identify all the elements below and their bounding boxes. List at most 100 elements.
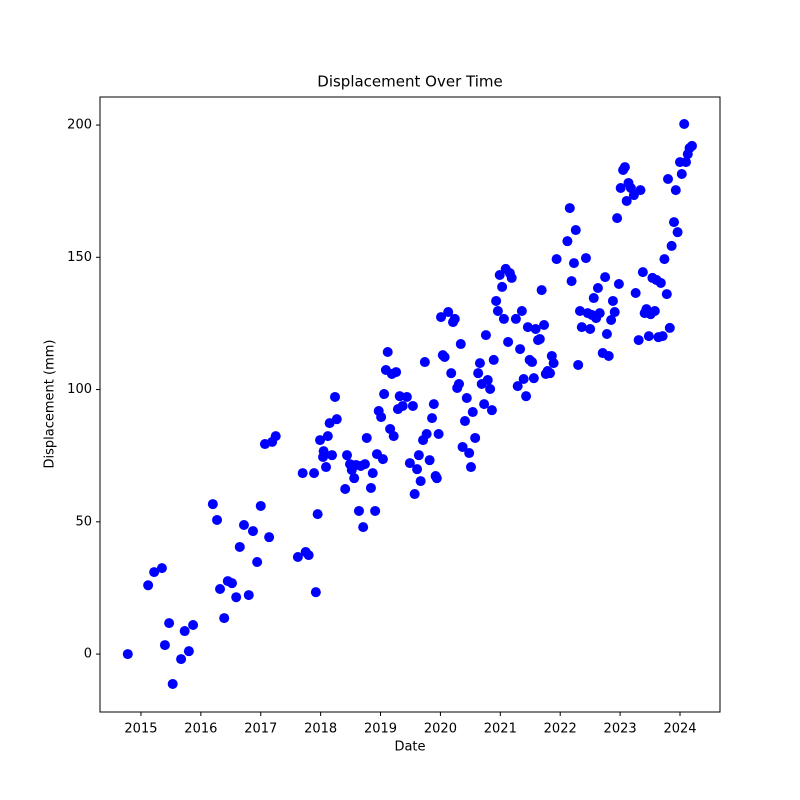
data-point (391, 367, 402, 378)
data-point (409, 489, 420, 500)
y-tick-label: 200 (67, 118, 92, 133)
data-point (312, 509, 323, 520)
data-point (183, 646, 194, 657)
data-point (679, 118, 690, 129)
data-point (149, 567, 160, 578)
data-point (649, 305, 660, 316)
data-point (600, 272, 611, 283)
data-point (321, 462, 332, 473)
data-point (179, 626, 190, 637)
data-point (461, 393, 472, 404)
data-point (264, 532, 275, 543)
x-tick-label: 2021 (484, 722, 517, 737)
x-axis-label: Date (394, 740, 425, 755)
data-point (465, 462, 476, 473)
data-point (219, 613, 230, 624)
data-point (588, 293, 599, 304)
data-point (443, 307, 454, 318)
data-point (331, 414, 342, 425)
data-point (510, 313, 521, 324)
data-point (292, 551, 303, 562)
data-point (580, 253, 591, 264)
data-point (167, 678, 178, 689)
data-point (397, 400, 408, 411)
y-tick-label: 50 (75, 514, 92, 529)
data-point (188, 619, 199, 630)
data-point (686, 140, 697, 151)
data-point (473, 368, 484, 379)
x-tick-label: 2015 (124, 722, 157, 737)
data-point (412, 464, 423, 475)
data-point (365, 482, 376, 493)
data-point (633, 335, 644, 346)
data-point (247, 526, 258, 537)
data-point (619, 162, 630, 173)
data-point (659, 254, 670, 265)
data-point (609, 307, 620, 318)
data-point (238, 519, 249, 530)
data-point (401, 391, 412, 402)
data-point (318, 446, 329, 457)
data-point (551, 254, 562, 265)
data-point (479, 399, 490, 410)
data-point (612, 213, 623, 224)
data-point (143, 580, 154, 591)
data-point (330, 391, 341, 402)
data-point (564, 203, 575, 214)
data-point (433, 428, 444, 439)
data-point (297, 468, 308, 479)
data-point (455, 339, 466, 350)
x-tick-label: 2019 (364, 722, 397, 737)
data-point (404, 458, 415, 469)
x-tick-label: 2020 (424, 722, 457, 737)
data-point (635, 185, 646, 196)
data-point (566, 276, 577, 287)
data-point (358, 522, 369, 533)
data-point (215, 584, 226, 594)
data-point (431, 473, 442, 484)
data-point (322, 431, 333, 442)
data-point (503, 336, 514, 347)
data-point (516, 305, 527, 316)
data-point (562, 236, 573, 247)
data-point (413, 450, 424, 461)
data-point (497, 281, 508, 292)
data-point (379, 389, 390, 400)
data-point (436, 312, 447, 323)
data-point (669, 217, 680, 228)
data-point (207, 499, 218, 510)
x-tick-label: 2022 (544, 722, 577, 737)
data-point (643, 331, 654, 342)
data-point (655, 277, 666, 288)
data-point (621, 195, 632, 206)
data-point (388, 431, 399, 442)
data-point (359, 459, 370, 470)
y-axis-label: Displacement (mm) (43, 340, 58, 469)
data-point (415, 476, 426, 487)
data-point (234, 541, 245, 552)
x-tick-label: 2017 (244, 722, 277, 737)
data-point (243, 590, 254, 601)
data-point (156, 563, 167, 574)
data-point (585, 323, 596, 334)
data-point (522, 322, 533, 333)
data-point (485, 384, 496, 395)
data-point (666, 240, 677, 251)
data-point (574, 305, 585, 316)
data-point (482, 375, 493, 386)
chart-title: Displacement Over Time (317, 73, 502, 91)
data-point (518, 373, 529, 384)
x-tick-label: 2023 (604, 722, 637, 737)
data-point (303, 550, 314, 561)
data-point (255, 500, 266, 511)
data-point (661, 289, 672, 300)
data-point (672, 227, 683, 238)
data-point (376, 412, 387, 423)
data-point (601, 329, 612, 340)
data-point (176, 654, 187, 665)
data-point (539, 320, 550, 331)
data-point (534, 334, 545, 345)
plot-area (122, 118, 697, 689)
data-point (421, 428, 432, 439)
y-tick-label: 100 (67, 382, 92, 397)
